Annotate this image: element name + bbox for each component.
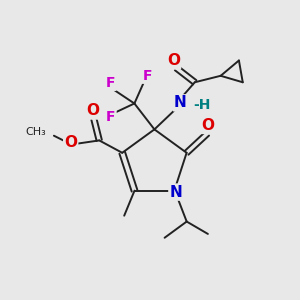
Text: O: O bbox=[64, 135, 77, 150]
Text: F: F bbox=[106, 76, 116, 90]
Text: O: O bbox=[167, 53, 180, 68]
Text: O: O bbox=[201, 118, 214, 133]
Text: -H: -H bbox=[193, 98, 211, 112]
Text: N: N bbox=[174, 95, 187, 110]
Text: CH₃: CH₃ bbox=[25, 127, 46, 137]
Text: F: F bbox=[142, 69, 152, 83]
Text: N: N bbox=[169, 184, 182, 200]
Text: O: O bbox=[86, 103, 99, 118]
Text: F: F bbox=[106, 110, 116, 124]
